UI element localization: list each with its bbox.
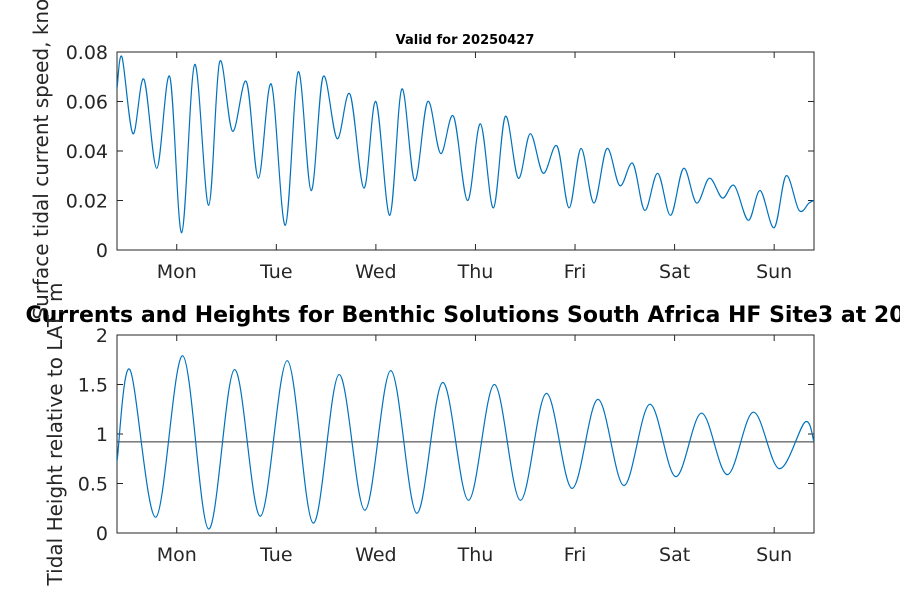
tidal-height-y-ticks: 0 0.5 1 1.5 2	[78, 325, 814, 545]
y-tick-label: 2	[96, 325, 108, 347]
x-tick-label-fri: Fri	[564, 261, 587, 283]
y-tick-label: 1	[96, 424, 108, 446]
x-tick-label-tue: Tue	[259, 544, 292, 566]
x-tick-label-sat: Sat	[659, 544, 690, 566]
y-tick-label: 0	[96, 240, 108, 262]
x-tick-label-sun: Sun	[756, 544, 792, 566]
tidal-height-series-group	[117, 355, 814, 530]
x-tick-label-sat: Sat	[659, 261, 690, 283]
y-tick-label: 0.08	[66, 42, 108, 64]
x-tick-label-mon: Mon	[157, 261, 197, 283]
x-tick-label-wed: Wed	[355, 544, 396, 566]
tidal-height-y-label: Tidal Height relative to LAT, m	[43, 283, 67, 587]
tidal-height-title: Currents and Heights for Benthic Solutio…	[25, 303, 900, 328]
tidal-height-panel: Currents and Heights for Benthic Solutio…	[25, 283, 900, 587]
y-tick-label: 0.06	[66, 92, 108, 114]
y-tick-label: 0	[96, 523, 108, 545]
y-tick-label: 0.02	[66, 191, 108, 213]
x-tick-label-thu: Thu	[457, 261, 494, 283]
current-speed-x-ticks: Mon Tue Wed Thu Fri Sat Sun	[157, 52, 792, 283]
y-tick-label: 0.5	[78, 474, 108, 496]
tidal-height-axes-frame	[116, 334, 815, 534]
x-tick-label-fri: Fri	[564, 544, 587, 566]
x-tick-label-sun: Sun	[756, 261, 792, 283]
x-tick-label-wed: Wed	[355, 261, 396, 283]
series-line	[117, 355, 814, 530]
current-speed-y-ticks: 0 0.02 0.04 0.06 0.08	[66, 42, 814, 262]
current-speed-y-label: Surface tidal current speed, knots	[29, 0, 53, 320]
current-speed-panel: Valid for 20250427 Surface tidal current…	[29, 0, 815, 320]
y-tick-label: 0.04	[66, 141, 108, 163]
x-tick-label-tue: Tue	[259, 261, 292, 283]
current-speed-axes-frame	[116, 51, 815, 251]
current-speed-series-group	[117, 55, 814, 234]
tidal-height-x-ticks: Mon Tue Wed Thu Fri Sat Sun	[157, 335, 792, 566]
series-line	[117, 55, 814, 234]
x-tick-label-mon: Mon	[157, 544, 197, 566]
current-speed-title: Valid for 20250427	[396, 33, 535, 48]
x-tick-label-thu: Thu	[457, 544, 494, 566]
y-tick-label: 1.5	[78, 375, 108, 397]
